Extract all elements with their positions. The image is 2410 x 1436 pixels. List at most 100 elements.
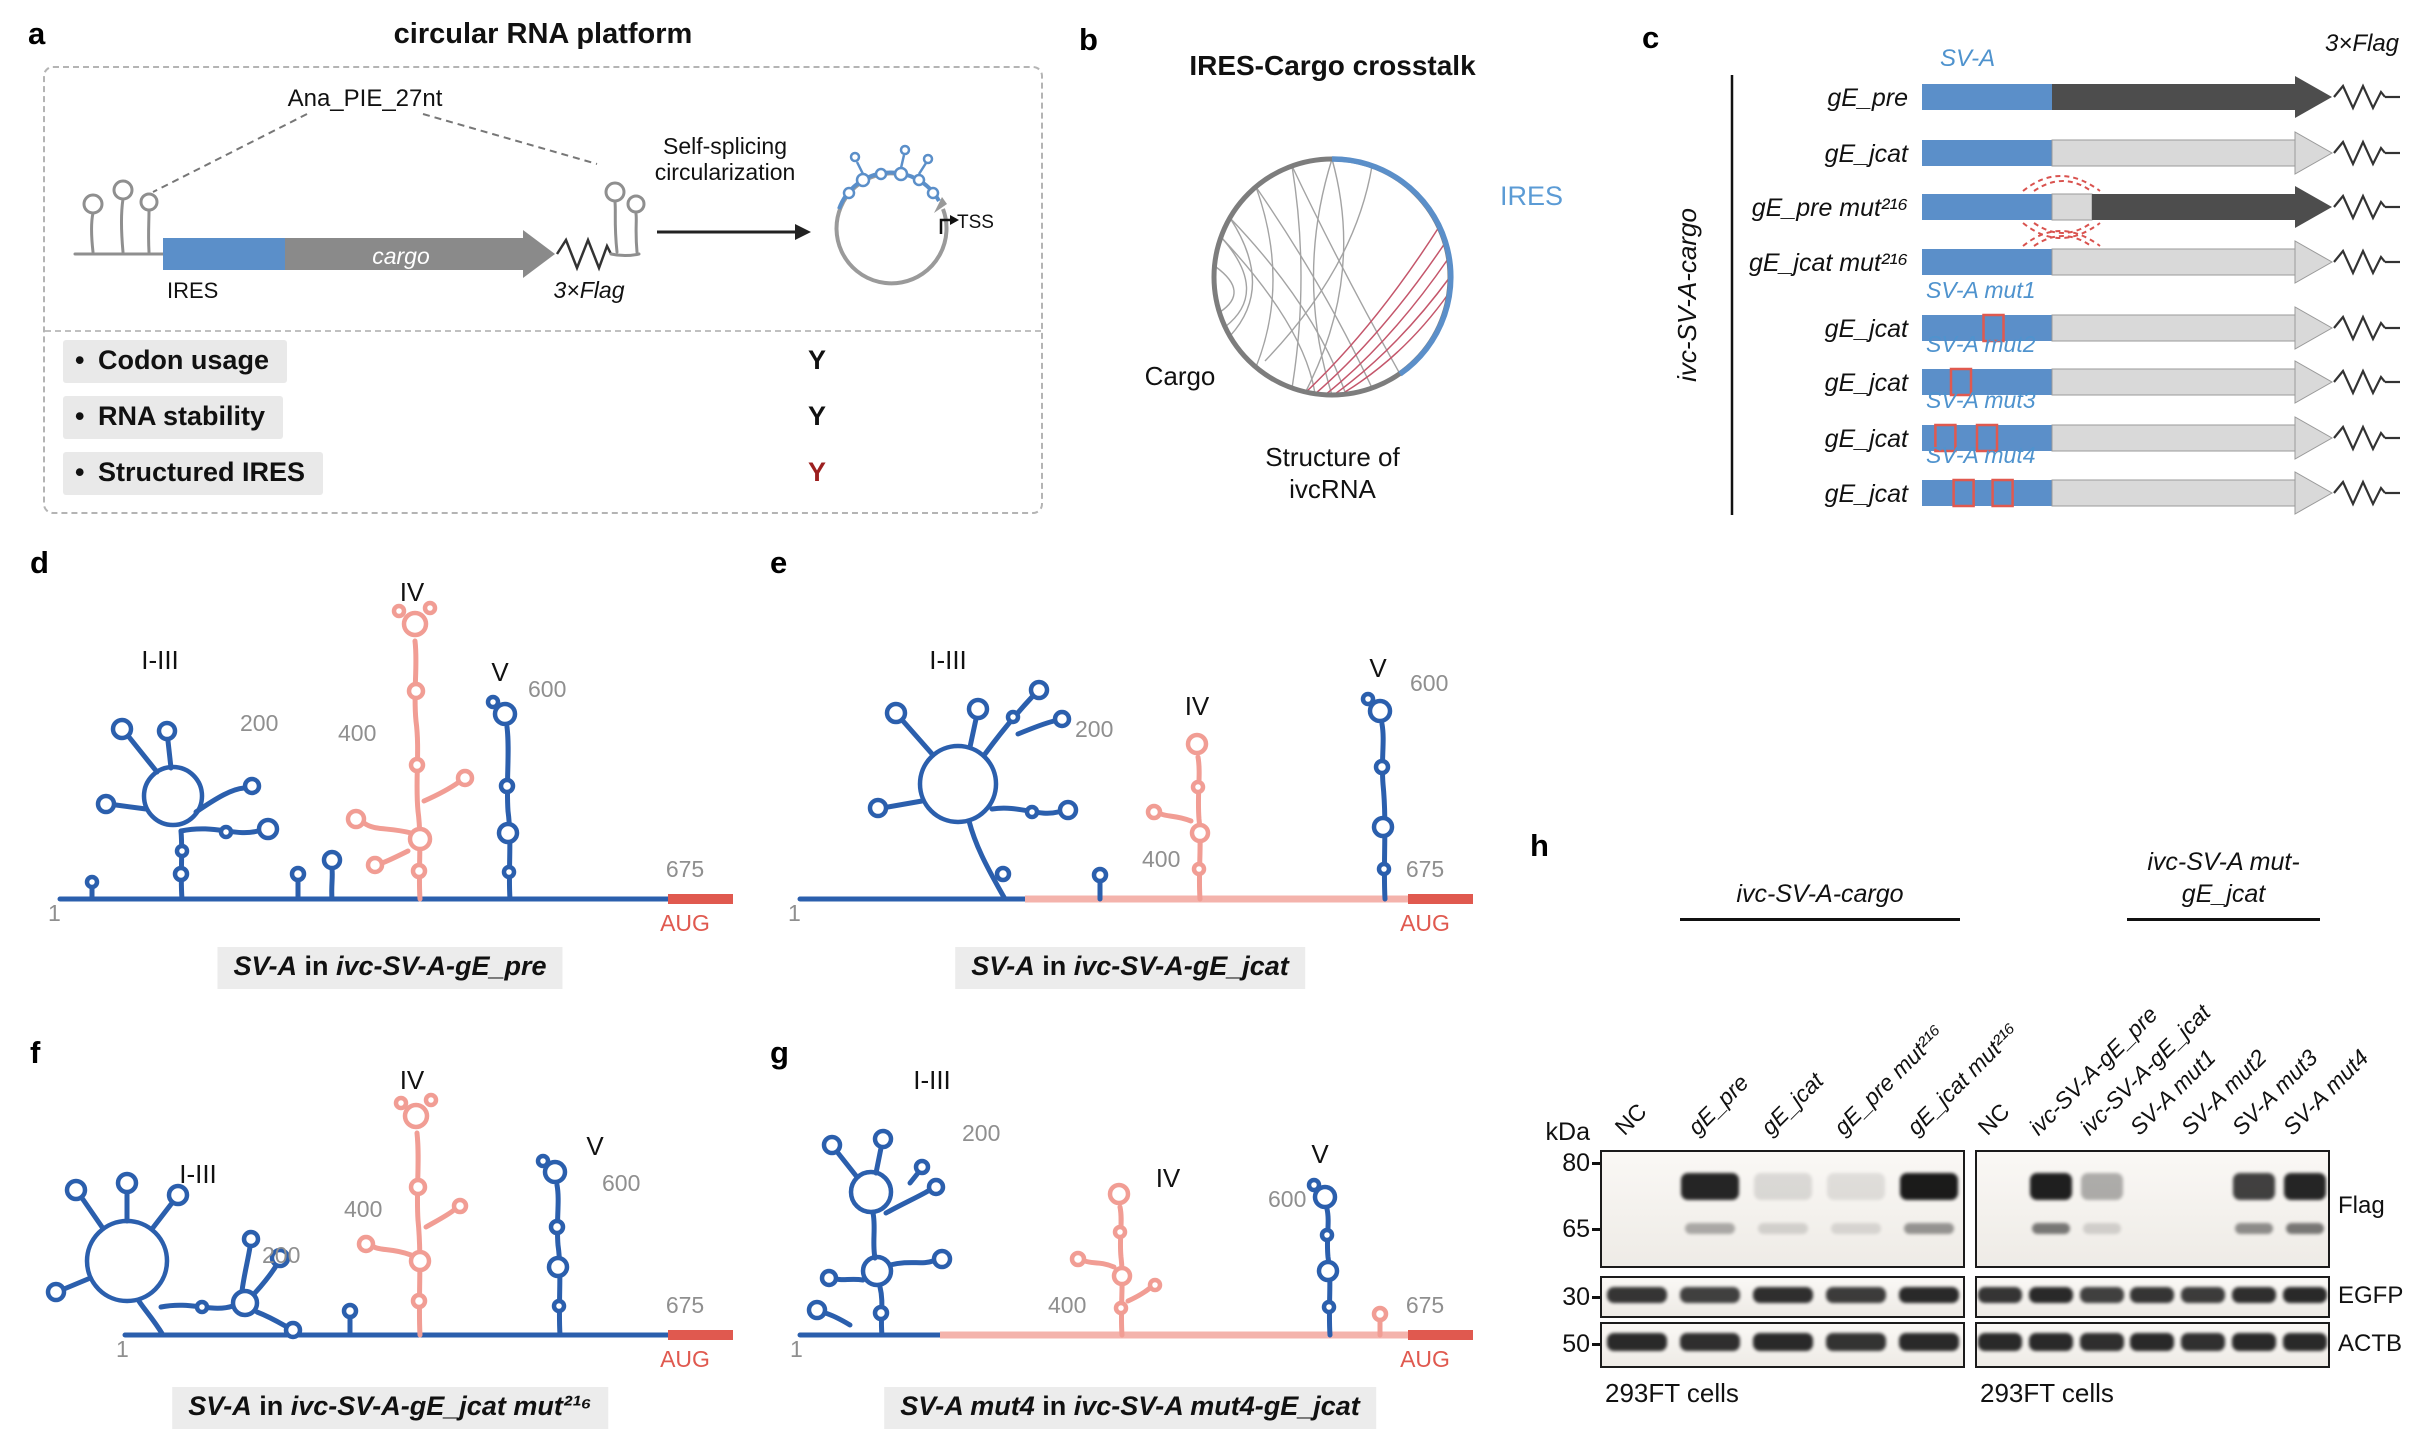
pos-200: 200 <box>1075 716 1113 742</box>
ires-box <box>1922 315 2052 341</box>
mutation-arc <box>2022 230 2101 247</box>
blot-band <box>2284 1173 2326 1200</box>
caption-in: in <box>1034 1391 1074 1421</box>
lane-label: NC <box>1609 1098 1652 1140</box>
leader-line <box>152 113 308 193</box>
domain-4-label: IV <box>1156 1163 1181 1193</box>
caption-sva: SV-A <box>188 1391 252 1421</box>
ires-box <box>1922 480 2052 506</box>
blot-band <box>1680 1173 1739 1200</box>
blot-band <box>2232 1287 2276 1303</box>
blot-band <box>1898 1333 1959 1351</box>
pos-200: 200 <box>262 1242 300 1268</box>
caption-construct: ivc-SV-A-gE_jcat mut²¹⁶ <box>290 1391 592 1421</box>
panel-d-label: d <box>30 545 49 580</box>
bullet-value: Y <box>808 401 827 431</box>
pos-1: 1 <box>788 900 801 926</box>
blot-band <box>2081 1173 2123 1200</box>
ires-label: IRES <box>167 278 218 303</box>
panel-h-label: h <box>1530 828 1549 863</box>
aug-label: AUG <box>660 910 710 936</box>
pos-1: 1 <box>48 900 61 926</box>
cargo-arrow <box>285 238 523 270</box>
mutation-box <box>1982 313 2005 343</box>
flag-zigzag <box>2333 139 2386 167</box>
blot-band <box>2080 1333 2124 1351</box>
blot-band <box>1898 1287 1959 1303</box>
pos-400: 400 <box>338 720 376 746</box>
panel-b: b IRES-Cargo crosstalk IRES Cargo Str <box>1075 22 1590 527</box>
cargo-arrow <box>2051 424 2296 452</box>
panel-h: h ivc-SV-A-cargo ivc-SV-A mut- gE_jcat k… <box>1520 818 2410 1436</box>
ires-arc <box>1331 156 1454 377</box>
blot-row-label-flag: Flag <box>2338 1192 2385 1219</box>
flag-zigzag <box>2333 314 2386 342</box>
domain-5-label: V <box>1369 653 1387 683</box>
blot-band <box>2080 1287 2124 1303</box>
panel-c-label: c <box>1642 20 1660 55</box>
pos-1: 1 <box>116 1336 129 1362</box>
blot-group2-title-2: gE_jcat <box>2181 880 2266 908</box>
flag-zigzag <box>2333 193 2386 221</box>
blot-row-label-actb: ACTB <box>2338 1330 2403 1357</box>
panel-b-caption-2: ivcRNA <box>1289 474 1376 504</box>
domain-1-3-label: I-III <box>929 645 967 675</box>
flag-header-label: 3×Flag <box>2325 30 2400 57</box>
cargo-arrow <box>2052 84 2295 110</box>
panel-f-label: f <box>30 1035 41 1070</box>
junction-segment <box>2051 193 2093 221</box>
structure-caption-f: SV-A in ivc-SV-A-gE_jcat mut²¹⁶ <box>172 1387 608 1429</box>
sva-mut-label: SV-A mut4 <box>1926 442 2036 468</box>
blot-band <box>2235 1223 2273 1234</box>
pos-675: 675 <box>666 1292 704 1318</box>
caption-in: in <box>1034 951 1074 981</box>
blot-group2-title-1: ivc-SV-A mut- <box>2147 848 2300 876</box>
pos-600: 600 <box>602 1170 640 1196</box>
leader-line <box>422 113 598 165</box>
blot-band <box>1679 1287 1740 1303</box>
blot-band <box>2030 1173 2072 1200</box>
panel-d: d <box>30 545 750 1013</box>
cargo-arrow <box>2051 368 2296 396</box>
caption-construct: ivc-SV-A-gE_jcat <box>1073 951 1289 981</box>
ires-box <box>1922 425 2052 451</box>
bullet-list: • Codon usage Y • RNA stability Y • Structur… <box>45 68 1041 512</box>
construct-row-label: gE_jcat mut²¹⁶ <box>1749 249 1908 277</box>
group2-underline <box>2127 918 2320 921</box>
marker-30: 30 <box>1562 1283 1590 1311</box>
bullet-item: • Structured IRES Y <box>63 452 1025 500</box>
construct-group-label: ivc-SV-A-cargo <box>1672 208 1702 382</box>
flag-zigzag <box>555 236 613 272</box>
panel-b-title: IRES-Cargo crosstalk <box>1189 50 1476 81</box>
bullet-text: • Structured IRES <box>63 452 323 495</box>
construct-row-label: gE_pre <box>1827 84 1908 112</box>
marker-80: 80 <box>1562 1149 1590 1177</box>
blot-band <box>1830 1223 1881 1234</box>
sva-header-label: SV-A <box>1940 45 1995 72</box>
caption-in: in <box>296 951 336 981</box>
cargo-arrow <box>2051 479 2296 507</box>
ires-box <box>163 238 285 270</box>
caption-construct: ivc-SV-A mut4-gE_jcat <box>1073 1391 1360 1421</box>
blot-band <box>1606 1333 1667 1351</box>
blot-band <box>1684 1223 1735 1234</box>
blot-band <box>2029 1287 2073 1303</box>
pos-1: 1 <box>790 1336 803 1362</box>
flag-zigzag <box>2333 424 2386 452</box>
pos-675: 675 <box>666 856 704 882</box>
ires-box <box>1922 84 2052 110</box>
flag-zigzag <box>2333 248 2386 276</box>
mutation-arc <box>2022 175 2101 192</box>
platform-box: Ana_PIE_27nt IRES cargo 3×Flag <box>43 66 1043 514</box>
caption-in: in <box>251 1391 291 1421</box>
pos-675: 675 <box>1406 1292 1444 1318</box>
caption-sva: SV-A mut4 <box>900 1391 1035 1421</box>
lane-label: gE_jcat <box>1755 1067 1828 1140</box>
blot-band <box>2232 1333 2276 1351</box>
pos-200: 200 <box>962 1120 1000 1146</box>
bullet-text: • RNA stability <box>63 396 283 439</box>
domain-4-label: IV <box>1185 691 1210 721</box>
cargo-label: cargo <box>372 243 430 269</box>
splice-label-1: Self-splicing <box>663 133 787 159</box>
blot-band <box>2083 1223 2121 1234</box>
